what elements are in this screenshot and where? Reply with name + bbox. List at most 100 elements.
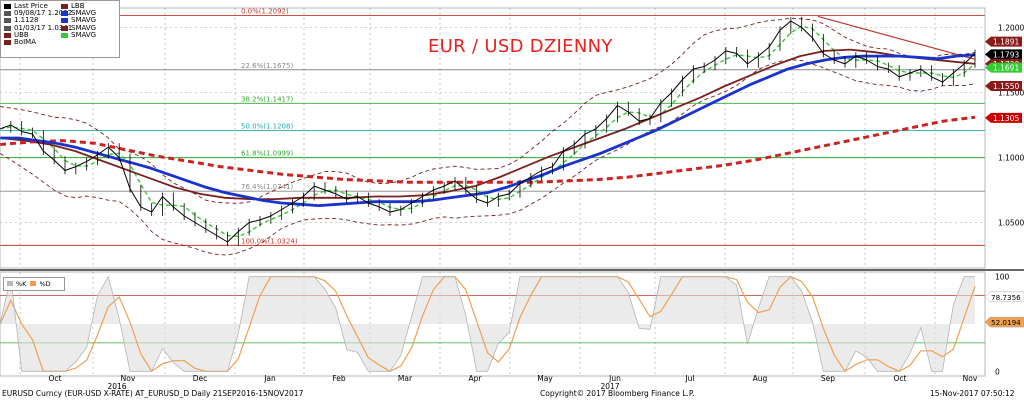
legend-swatch: [61, 32, 68, 38]
legend-item: SMAVG: [61, 23, 97, 32]
trendline: [817, 15, 976, 60]
osc-tick-label: 100: [995, 273, 1010, 282]
stoch-k-area: [0, 276, 975, 372]
price-tag-text: 1.1305: [993, 114, 1019, 123]
month-label-jul: Jul: [684, 374, 694, 383]
month-label-jun: Jun: [608, 374, 621, 383]
legend-item: BoIMA: [4, 37, 72, 46]
sma-maroon-line: [0, 48, 976, 200]
legend-label: BoIMA: [14, 37, 36, 46]
legend-item: SMAVG: [61, 9, 97, 18]
osc-tag-text: 52.0194: [991, 318, 1021, 327]
legend-label: SMAVG: [71, 16, 97, 25]
month-label-jan: Jan: [263, 374, 276, 383]
d-swatch: [30, 281, 37, 286]
osc-legend-k-label: %K: [16, 280, 27, 288]
legend-label: Last Price: [14, 2, 48, 10]
legend-swatch: [4, 11, 11, 17]
oscillator-legend: %K %D: [3, 277, 65, 291]
sma-blue-line: [0, 53, 976, 207]
price-tag: 1.1891: [985, 36, 1022, 47]
legend-item: 1.1128: [4, 17, 72, 24]
legend-label: UBB: [14, 30, 29, 39]
osc-tick-label: 0: [995, 367, 1000, 376]
price-tag-shape: [985, 112, 1022, 123]
stoch-k-line: [0, 275, 975, 372]
year-label-2017: 2017: [600, 382, 619, 391]
price-tick-label: 1.0500: [998, 219, 1024, 228]
month-label-apr: Apr: [469, 374, 483, 383]
lower-bollinger-band: [0, 59, 976, 256]
osc-legend-d-label: %D: [39, 280, 51, 288]
value-tags: 1.18911.17931.17201.16911.15501.130578.7…: [984, 36, 1024, 328]
price-tick-label: 1.2000: [998, 24, 1024, 33]
legend-swatch: [61, 4, 68, 10]
axes-group: 1.2000 1.1500 1.1000 1.0500 Oct Nov Dec Jan Feb M…: [0, 7, 1024, 391]
month-label-mar: Mar: [398, 374, 413, 383]
month-label-aug: Aug: [753, 374, 768, 383]
legend-swatch: [4, 18, 11, 24]
price-series-group: [0, 17, 976, 256]
legend-item: Last Price: [4, 2, 72, 10]
price-tick-label: 1.1500: [998, 89, 1024, 98]
legend-item: 09/08/17 1.2092: [4, 9, 73, 18]
month-label-dec: Dec: [193, 374, 208, 383]
osc-legend-d: %D: [30, 280, 51, 288]
legend-swatch: [61, 11, 68, 17]
price-tag: 1.1305: [985, 112, 1022, 123]
chart-title: EUR / USD DZIENNY: [428, 36, 613, 57]
upper-bollinger-band: [0, 17, 976, 204]
legend-swatch: [61, 25, 68, 31]
month-label-oct: Oct: [894, 374, 907, 383]
price-tick-label: 1.1000: [998, 154, 1024, 163]
price-tag: 1.1691: [985, 62, 1022, 73]
price-tag: 1.1793: [985, 49, 1022, 60]
legend-swatch: [4, 40, 11, 46]
month-label-nov: Nov: [121, 374, 136, 383]
price-tag-text: 1.1891: [993, 38, 1019, 47]
month-label-feb: Feb: [332, 374, 346, 383]
price-tag-shape: [985, 62, 1022, 73]
price-tag-shape: [985, 81, 1022, 91]
footer-copyright: Copyright© 2017 Bloomberg Finance L.P.: [540, 389, 695, 398]
osc-tag: 52.0194: [984, 316, 1024, 328]
legend-swatch: [4, 32, 11, 38]
month-label-may: May: [537, 374, 553, 383]
price-tag-shape: [985, 49, 1022, 60]
legend-label: 01/03/17 1.0341: [14, 23, 73, 32]
fib-label-3: 50.0%(1.1208): [241, 122, 293, 130]
month-label-oct: Oct: [49, 374, 62, 383]
fibonacci-levels: 0.0%(1.2092) 22.6%(1.1675) 38.2%(1.1417) 50…: [0, 8, 985, 246]
k-swatch: [7, 281, 13, 286]
legend-item: 01/03/17 1.0341: [4, 23, 73, 32]
osc-tag: 78.7356: [984, 291, 1024, 303]
osc-panel-frame: [0, 271, 986, 377]
legend-swatch: [4, 4, 11, 10]
price-tag-shape: [985, 36, 1022, 47]
osc-tag-shape: [984, 316, 1024, 328]
legend-label: 09/08/17 1.2092: [14, 9, 73, 18]
price-tag-text: 1.1793: [993, 50, 1019, 59]
legend-label: SMAVG: [71, 9, 97, 18]
footer-timestamp: 15-Nov-2017 07:50:12: [930, 389, 1015, 398]
footer-left: EURUSD Curncy (EUR-USD X-RATE) AT_EURUSD…: [2, 389, 304, 398]
legend-swatch: [61, 18, 68, 24]
fib-label-0: 0.0%(1.2092): [241, 8, 289, 16]
oscillator-panel: 100500: [0, 273, 1010, 376]
legend-label: SMAVG: [71, 30, 97, 39]
legend-item: LBB: [61, 2, 96, 10]
price-panel-frame: [0, 7, 986, 269]
year-label-2016: 2016: [107, 382, 126, 391]
fib-label-6: 100.0%(1.0324): [241, 237, 298, 245]
month-label-nov: Nov: [963, 374, 978, 383]
price-tag-text: 1.1691: [993, 64, 1019, 73]
legend: Last Price 09/08/17 1.2092 1.1128 01/03/17 …: [0, 0, 120, 58]
legend-item: SMAVG: [61, 17, 96, 24]
legend-swatch: [4, 25, 11, 31]
stoch-d-line: [0, 275, 976, 373]
legend-label: SMAVG: [71, 23, 97, 32]
osc-tag-shape: [984, 291, 1024, 303]
legend-label: 1.1128: [14, 16, 39, 25]
fib-label-4: 61.8%(1.0999): [241, 150, 293, 158]
